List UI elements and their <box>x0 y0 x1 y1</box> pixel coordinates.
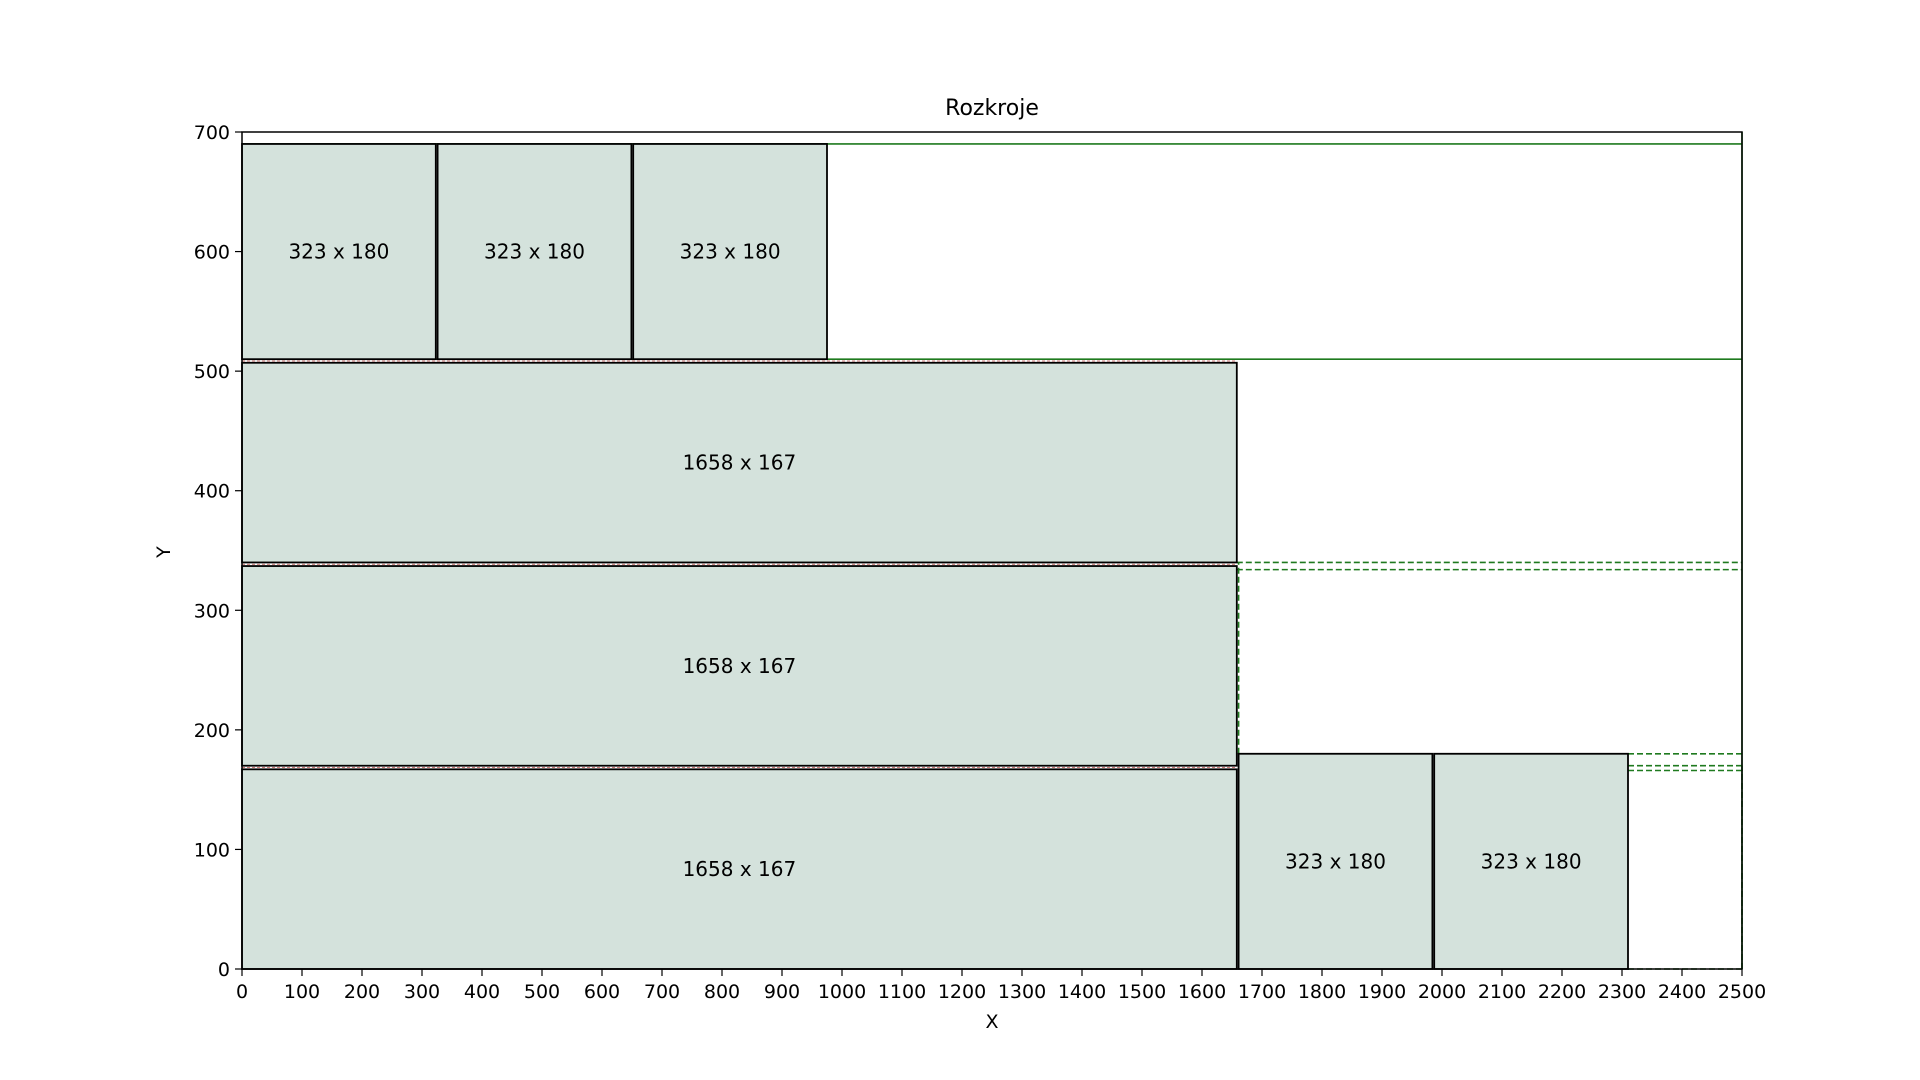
x-tick-label: 900 <box>764 981 800 1003</box>
y-axis-label: Y <box>153 546 175 559</box>
x-tick-label: 100 <box>284 981 320 1003</box>
y-tick-label: 100 <box>194 839 230 861</box>
x-tick-label: 600 <box>584 981 620 1003</box>
x-axis-ticks: 0 100 200 300 400 500 600 700 800 900 1000 1100 1200… <box>236 969 1766 1003</box>
y-tick-label: 300 <box>194 600 230 622</box>
x-tick-label: 1900 <box>1358 981 1406 1003</box>
piece-rect <box>436 143 633 361</box>
x-tick-label: 2400 <box>1658 981 1706 1003</box>
piece-rect <box>241 143 437 361</box>
y-tick-label: 600 <box>194 242 230 264</box>
x-tick-label: 2100 <box>1478 981 1526 1003</box>
x-tick-label: 1300 <box>998 981 1046 1003</box>
piece-label: 1658 x 167 <box>683 451 797 475</box>
x-tick-label: 1100 <box>878 981 926 1003</box>
y-tick-label: 0 <box>218 959 230 981</box>
y-tick-label: 500 <box>194 361 230 383</box>
y-tick-label: 400 <box>194 481 230 503</box>
x-axis-label: X <box>985 1011 998 1033</box>
x-tick-label: 1700 <box>1238 981 1286 1003</box>
piece-rect <box>241 565 1238 767</box>
x-tick-label: 1200 <box>938 981 986 1003</box>
y-tick-label: 700 <box>194 122 230 144</box>
x-tick-label: 800 <box>704 981 740 1003</box>
x-tick-label: 500 <box>524 981 560 1003</box>
piece-label: 323 x 180 <box>288 240 389 264</box>
y-tick-label: 200 <box>194 720 230 742</box>
x-tick-label: 1600 <box>1178 981 1226 1003</box>
piece-rect <box>241 361 1238 564</box>
piece-label: 323 x 180 <box>484 240 585 264</box>
x-tick-label: 1500 <box>1118 981 1166 1003</box>
x-tick-label: 0 <box>236 981 248 1003</box>
x-tick-label: 300 <box>404 981 440 1003</box>
piece-rect <box>1237 752 1434 970</box>
x-tick-label: 2300 <box>1598 981 1646 1003</box>
x-tick-label: 2200 <box>1538 981 1586 1003</box>
chart-title: Rozkroje <box>945 96 1039 121</box>
x-tick-label: 700 <box>644 981 680 1003</box>
piece-label: 323 x 180 <box>1481 849 1582 873</box>
x-tick-label: 200 <box>344 981 380 1003</box>
piece-rect <box>632 143 828 361</box>
y-axis-ticks: 0 100 200 300 400 500 600 700 <box>194 122 242 981</box>
x-tick-label: 2000 <box>1418 981 1466 1003</box>
x-tick-label: 400 <box>464 981 500 1003</box>
x-tick-label: 1400 <box>1058 981 1106 1003</box>
piece-label: 323 x 180 <box>1285 849 1386 873</box>
x-tick-label: 2500 <box>1718 981 1766 1003</box>
x-tick-label: 1800 <box>1298 981 1346 1003</box>
plot-area: 1658 x 167 1658 x 167 1658 x 167 323 x 180 3… <box>241 132 1743 970</box>
plot-frame <box>241 131 1743 970</box>
piece-rect <box>1433 752 1629 970</box>
piece-label: 1658 x 167 <box>683 857 797 881</box>
piece-label: 323 x 180 <box>680 240 781 264</box>
piece-label: 1658 x 167 <box>683 654 797 678</box>
x-tick-label: 1000 <box>818 981 866 1003</box>
